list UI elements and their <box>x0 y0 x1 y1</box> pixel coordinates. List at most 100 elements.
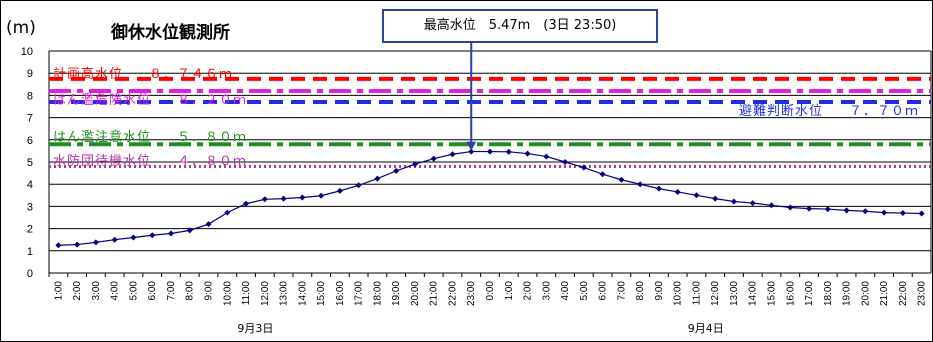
x-tick-label: 6:00 <box>147 281 158 301</box>
x-tick-label: 17:00 <box>354 281 365 306</box>
data-point <box>505 148 512 155</box>
x-tick-label: 12:00 <box>710 281 721 306</box>
x-tick-label: 9:00 <box>204 281 215 301</box>
x-tick-label: 6:00 <box>598 281 609 301</box>
x-tick-label: 22:00 <box>447 281 458 306</box>
data-point <box>393 167 400 174</box>
day-label: 9月4日 <box>688 322 724 335</box>
data-point <box>768 202 775 209</box>
data-point <box>299 194 306 201</box>
data-point <box>524 150 531 157</box>
data-point <box>280 195 287 202</box>
x-tick-label: 16:00 <box>785 281 796 306</box>
level-value: ５．８０ｍ <box>177 130 248 146</box>
data-point <box>92 239 99 246</box>
data-point <box>243 200 250 207</box>
x-tick-label: 18:00 <box>372 281 383 306</box>
level-name: 水防団待機水位 <box>53 154 152 170</box>
y-tick-label: 6 <box>27 135 33 147</box>
y-tick-label: 3 <box>27 201 33 213</box>
data-point <box>149 232 156 239</box>
data-point <box>430 155 437 162</box>
max-level-annotation: 最高水位 5.47m (3日 23:50) <box>382 9 658 43</box>
x-tick-label: 0:00 <box>485 281 496 301</box>
data-point <box>599 171 606 178</box>
y-tick-label: 7 <box>27 113 33 125</box>
x-tick-label: 21:00 <box>879 281 890 306</box>
data-point <box>318 192 325 199</box>
x-tick-label: 10:00 <box>222 281 233 306</box>
x-tick-label: 9:00 <box>654 281 665 301</box>
data-point <box>130 234 137 241</box>
data-point <box>749 200 756 207</box>
x-tick-label: 4:00 <box>560 281 571 301</box>
data-point <box>899 210 906 217</box>
x-tick-label: 3:00 <box>541 281 552 301</box>
y-tick-label: 1 <box>27 246 33 258</box>
level-label-kiken: はん濫危険水位 ８．２０ｍ <box>53 89 247 108</box>
x-tick-label: 12:00 <box>260 281 271 306</box>
level-value: ８．７４６ｍ <box>149 66 234 82</box>
level-label-keikaku: 計画高水位 ８．７４６ｍ <box>53 63 233 82</box>
data-point <box>562 159 569 165</box>
data-point <box>674 188 681 195</box>
x-tick-label: 13:00 <box>279 281 290 306</box>
y-tick-label: 9 <box>27 68 33 80</box>
data-point <box>111 236 118 243</box>
y-tick-label: 2 <box>27 224 33 236</box>
data-point <box>712 195 719 202</box>
x-tick-label: 8:00 <box>185 281 196 301</box>
x-tick-label: 2:00 <box>72 281 83 301</box>
data-point <box>487 148 493 155</box>
data-point <box>843 207 850 214</box>
data-point <box>468 148 475 155</box>
y-tick-label: 0 <box>27 268 33 280</box>
x-tick-label: 21:00 <box>429 281 440 306</box>
data-point <box>336 187 343 194</box>
data-point <box>74 241 81 248</box>
day-label: 9月3日 <box>237 322 273 335</box>
data-point <box>55 242 62 249</box>
data-point <box>374 175 381 182</box>
station-title: 御休水位観測所 <box>111 23 230 43</box>
x-tick-label: 11:00 <box>691 281 702 306</box>
data-point <box>261 196 268 203</box>
data-point <box>411 161 418 168</box>
data-point <box>806 205 813 212</box>
x-tick-label: 19:00 <box>391 281 402 306</box>
y-tick-label: 8 <box>27 90 33 102</box>
x-tick-label: 1:00 <box>504 281 515 301</box>
x-tick-label: 11:00 <box>241 281 252 306</box>
data-point <box>543 153 550 160</box>
level-label-chui: はん濫注意水位 ５．８０ｍ <box>53 126 247 145</box>
x-tick-label: 22:00 <box>898 281 909 306</box>
level-value: ４．８０ｍ <box>177 154 248 170</box>
level-name: はん濫危険水位 <box>53 92 152 108</box>
data-point <box>449 151 456 158</box>
x-tick-label: 3:00 <box>91 281 102 301</box>
x-tick-label: 1:00 <box>53 281 64 301</box>
data-point <box>637 181 644 188</box>
x-tick-label: 4:00 <box>110 281 121 301</box>
data-point <box>693 192 700 199</box>
data-point <box>881 209 888 216</box>
level-value: ７．７０ｍ <box>849 104 920 120</box>
max-arrow-head <box>466 141 477 151</box>
x-tick-label: 23:00 <box>917 281 928 306</box>
level-label-hinan: 避難判断水位 ７．７０ｍ <box>739 100 919 119</box>
x-tick-label: 16:00 <box>335 281 346 306</box>
x-tick-label: 18:00 <box>823 281 834 306</box>
data-point <box>618 176 625 183</box>
level-name: 計画高水位 <box>53 66 124 82</box>
data-point <box>862 208 869 215</box>
x-tick-label: 5:00 <box>579 281 590 301</box>
x-tick-label: 7:00 <box>616 281 627 301</box>
level-name: 避難判断水位 <box>739 104 824 120</box>
x-tick-label: 15:00 <box>316 281 327 306</box>
x-tick-label: 7:00 <box>166 281 177 301</box>
x-tick-label: 17:00 <box>804 281 815 306</box>
y-axis-unit: (m) <box>6 18 36 38</box>
data-point <box>355 182 362 189</box>
